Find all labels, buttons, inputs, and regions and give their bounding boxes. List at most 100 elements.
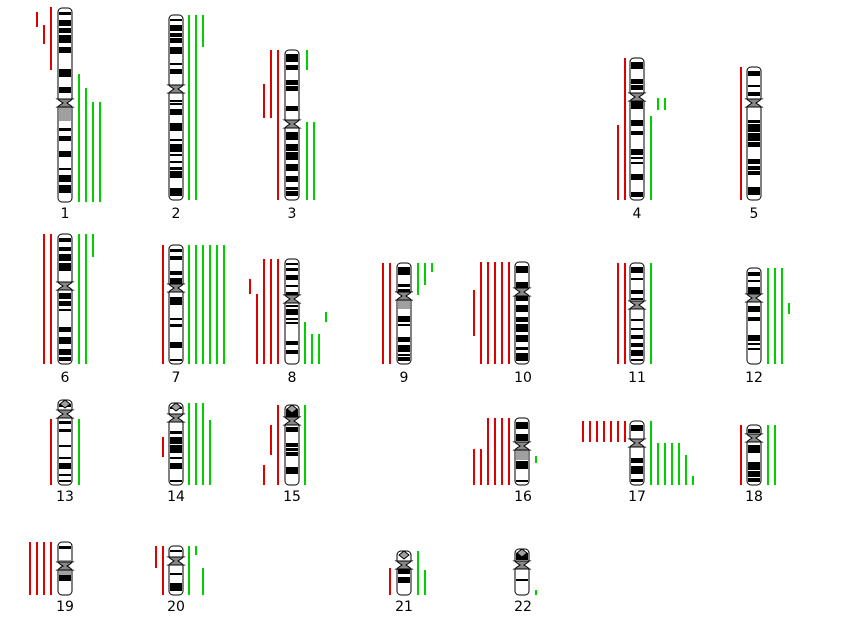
chromosome-label: 15: [283, 489, 301, 505]
chromosome-7: 7: [162, 244, 225, 386]
dark-band: [748, 272, 760, 276]
chromosome-label: 20: [167, 599, 185, 615]
chromosome-label: 1: [61, 206, 70, 222]
dark-band: [170, 342, 182, 348]
dark-band: [286, 176, 298, 182]
dark-band: [286, 80, 298, 85]
dark-band: [516, 266, 528, 273]
dark-band: [170, 550, 182, 552]
chromosome-6: 6: [43, 233, 94, 386]
chromosome-16: 16: [473, 417, 537, 505]
dark-band: [631, 479, 643, 482]
dark-band: [59, 47, 71, 53]
dark-band: [170, 109, 182, 115]
dark-band: [170, 463, 182, 469]
dark-band: [59, 301, 71, 306]
dark-band: [170, 324, 182, 327]
dark-band: [286, 132, 298, 140]
dark-band: [170, 437, 182, 444]
dark-band: [748, 166, 760, 170]
dark-band: [516, 317, 528, 322]
dark-band: [631, 343, 643, 347]
dark-band: [286, 164, 298, 171]
dark-band: [59, 87, 71, 93]
dark-band: [59, 168, 71, 170]
dark-band: [631, 79, 643, 84]
dark-band: [631, 149, 643, 155]
dark-band: [631, 290, 643, 294]
dark-band: [286, 54, 298, 62]
dark-band: [631, 85, 643, 90]
dark-band: [286, 275, 298, 280]
dark-band: [59, 69, 71, 77]
dark-band: [631, 458, 643, 463]
dark-band: [748, 124, 760, 132]
dark-band: [286, 427, 298, 432]
chromosome-label: 8: [288, 370, 297, 386]
dark-band: [286, 448, 298, 451]
dark-band: [748, 462, 760, 470]
dark-band: [59, 175, 71, 182]
chromosome-5: 5: [740, 66, 764, 222]
chromosome-label: 7: [172, 370, 181, 386]
dark-band: [516, 461, 528, 469]
dark-band: [59, 293, 71, 299]
chromosome-20: 20: [155, 545, 204, 615]
dark-band: [631, 101, 643, 109]
chromosome-9: 9: [382, 262, 433, 386]
dark-band: [631, 157, 643, 159]
chromosome-label: 6: [61, 370, 70, 386]
dark-band: [631, 131, 643, 135]
satellite-stalk: [516, 548, 528, 558]
dark-band: [631, 350, 643, 356]
chromosome-13: 13: [50, 399, 80, 505]
dark-band: [59, 429, 71, 432]
dark-band: [286, 152, 298, 160]
dark-band: [631, 174, 643, 180]
dark-band: [398, 577, 410, 583]
dark-band: [286, 285, 298, 287]
dark-band: [59, 421, 71, 424]
dark-band: [59, 185, 71, 193]
chromosome-3: 3: [263, 49, 315, 222]
chromosome-label: 18: [745, 489, 763, 505]
dark-band: [59, 474, 71, 476]
dark-band: [286, 268, 298, 271]
dark-band: [748, 142, 760, 147]
dark-band: [286, 341, 298, 345]
chromosome-11: 11: [617, 262, 652, 386]
dark-band: [631, 120, 643, 126]
dark-band: [516, 347, 528, 350]
dark-band: [748, 280, 760, 282]
dark-band: [516, 305, 528, 312]
chromosome-label: 10: [514, 370, 532, 386]
dark-band: [398, 267, 410, 275]
dark-band: [516, 282, 528, 289]
heterochromatin-band: [59, 107, 71, 121]
dark-band: [170, 445, 182, 453]
chromosome-label: 9: [400, 370, 409, 386]
dark-band: [59, 151, 71, 157]
chromosome-label: 4: [633, 206, 642, 222]
chromosome-label: 2: [172, 206, 181, 222]
chromosome-label: 17: [628, 489, 646, 505]
dark-band: [631, 162, 643, 164]
dark-band: [286, 106, 298, 111]
dark-band: [59, 263, 71, 271]
chromosome-8: 8: [249, 258, 327, 386]
dark-band: [59, 457, 71, 459]
chromosome-12: 12: [744, 267, 790, 386]
chromosome-label: 16: [514, 489, 532, 505]
heterochromatin-band: [398, 298, 410, 309]
dark-band: [170, 100, 182, 102]
dark-band: [59, 238, 71, 242]
dark-band: [516, 296, 528, 301]
dark-band: [170, 19, 182, 21]
chromosome-15: 15: [263, 404, 306, 505]
dark-band: [59, 546, 71, 549]
dark-band: [59, 12, 71, 15]
chromosome-label: 5: [750, 206, 759, 222]
dark-band: [748, 171, 760, 175]
dark-band: [59, 309, 71, 311]
satellite-stalk: [170, 402, 182, 412]
